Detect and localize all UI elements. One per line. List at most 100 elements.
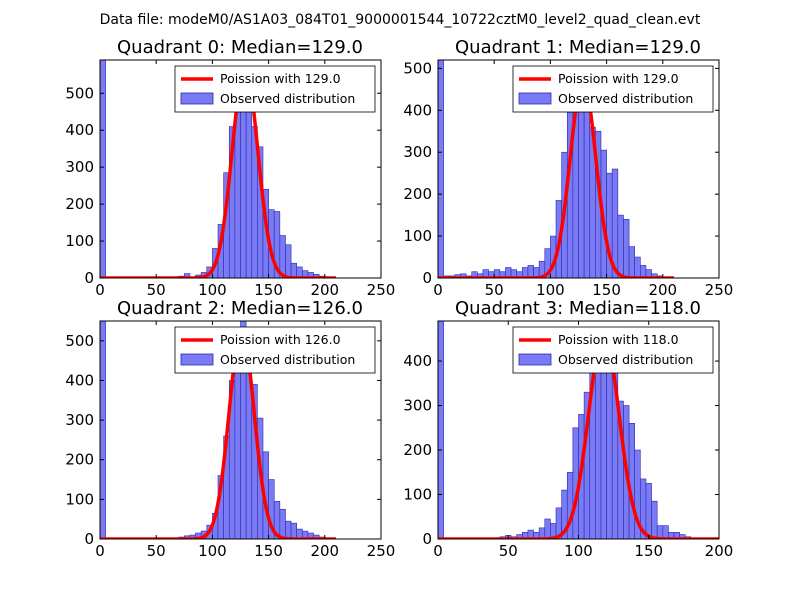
histogram-bar: [234, 107, 241, 278]
x-tick-label: 250: [705, 281, 734, 299]
legend-hist-swatch: [180, 92, 214, 105]
y-tick-label: 300: [403, 143, 432, 161]
histogram-bar: [617, 214, 624, 278]
y-tick-label: 200: [65, 195, 94, 213]
legend-observed-label: Observed distribution: [220, 352, 355, 367]
y-tick-label: 400: [65, 121, 94, 139]
histogram-bar: [606, 347, 613, 539]
y-tick-label: 500: [65, 84, 94, 102]
legend-hist-swatch: [518, 92, 552, 105]
x-tick-label: 0: [433, 281, 443, 299]
y-tick-label: 300: [403, 397, 432, 415]
x-tick-label: 150: [254, 542, 283, 560]
x-tick-label: 200: [310, 542, 339, 560]
y-tick-label: 200: [403, 441, 432, 459]
y-tick-label: 200: [65, 451, 94, 469]
y-tick-label: 100: [403, 486, 432, 504]
panel-title: Quadrant 1: Median=129.0: [455, 37, 701, 58]
histogram-bar: [645, 483, 652, 539]
y-tick-label: 400: [403, 352, 432, 370]
panel-quadrant-0: Quadrant 0: Median=129.0 0 50 100 150 200 250…: [65, 37, 395, 299]
y-tick-label: 100: [65, 232, 94, 250]
legend-hist-swatch: [518, 353, 552, 366]
x-tick-label: 100: [198, 542, 227, 560]
panel-quadrant-1: Quadrant 1: Median=129.0 0 50 100 150 200 250…: [403, 37, 733, 299]
y-tick-label: 300: [65, 411, 94, 429]
x-tick-label: 50: [485, 281, 504, 299]
histogram-bar: [438, 321, 444, 539]
x-tick-label: 50: [147, 281, 166, 299]
histogram-bar: [628, 423, 636, 539]
x-tick-label: 150: [592, 281, 621, 299]
legend-poisson-label: Poission with 129.0: [558, 71, 679, 86]
x-tick-label: 200: [648, 281, 677, 299]
legend: Poission with 129.0 Observed distribution: [512, 65, 714, 113]
x-tick-label: 250: [367, 281, 396, 299]
x-tick-label: 150: [634, 542, 663, 560]
histogram-bar: [290, 262, 297, 278]
legend: Poission with 118.0 Observed distribution: [512, 326, 714, 374]
x-tick-label: 50: [147, 542, 166, 560]
histogram-bar: [100, 321, 106, 539]
x-tick-label: 200: [705, 542, 734, 560]
histogram-bar: [438, 60, 444, 278]
axes-frame: [99, 59, 382, 279]
histogram-bar: [640, 265, 647, 278]
x-tick-label: 100: [198, 281, 227, 299]
x-tick-label: 100: [564, 542, 593, 560]
plot-area: [438, 321, 719, 539]
panel-quadrant-2: Quadrant 2: Median=126.0 0 50 100 150 200 250…: [65, 298, 395, 560]
legend: Poission with 129.0 Observed distribution: [174, 65, 376, 113]
legend-hist-swatch: [180, 353, 214, 366]
y-tick-label: 0: [422, 530, 432, 548]
x-tick-label: 150: [254, 281, 283, 299]
y-tick-label: 200: [403, 185, 432, 203]
x-tick-label: 250: [367, 542, 396, 560]
x-tick-label: 200: [310, 281, 339, 299]
y-tick-label: 500: [65, 332, 94, 350]
histogram-bar: [285, 520, 292, 539]
y-tick-label: 300: [65, 158, 94, 176]
panel-title: Quadrant 0: Median=129.0: [117, 37, 363, 58]
y-tick-label: 500: [403, 59, 432, 77]
axes-frame: [437, 59, 720, 279]
histogram-bar: [651, 500, 658, 539]
histogram-bar: [662, 525, 669, 539]
histogram-bar: [100, 60, 106, 278]
x-tick-label: 0: [433, 542, 443, 560]
axes-frame: [99, 320, 382, 540]
histogram-bar: [285, 244, 292, 278]
legend: Poission with 126.0 Observed distribution: [174, 326, 376, 374]
panel-quadrant-3: Quadrant 3: Median=118.0 0 50 100 150 200 0 10…: [403, 298, 733, 560]
histogram-bar: [184, 273, 191, 278]
panel-title: Quadrant 3: Median=118.0: [455, 298, 701, 319]
y-tick-label: 100: [65, 490, 94, 508]
y-tick-label: 100: [403, 227, 432, 245]
legend-observed-label: Observed distribution: [558, 91, 693, 106]
y-tick-label: 0: [422, 269, 432, 287]
legend-poisson-label: Poission with 126.0: [220, 332, 341, 347]
x-tick-label: 0: [95, 281, 105, 299]
histogram-bar: [634, 256, 641, 278]
y-tick-label: 400: [403, 101, 432, 119]
legend-poisson-label: Poission with 118.0: [558, 332, 679, 347]
histogram-bar: [623, 219, 630, 278]
legend-observed-label: Observed distribution: [558, 352, 693, 367]
histogram-bar: [527, 265, 534, 278]
panel-title: Quadrant 2: Median=126.0: [117, 298, 363, 319]
y-tick-label: 0: [84, 269, 94, 287]
y-tick-label: 0: [84, 530, 94, 548]
histogram-bar: [279, 508, 286, 539]
figure-suptitle: Data file: modeM0/AS1A03_084T01_90000015…: [100, 12, 701, 28]
histogram-bar: [290, 522, 297, 539]
legend-observed-label: Observed distribution: [220, 91, 355, 106]
plot-area: [100, 60, 338, 278]
histogram-bar: [245, 91, 253, 278]
histogram-bar: [628, 246, 636, 278]
histogram-bar: [544, 518, 551, 539]
x-tick-label: 0: [95, 542, 105, 560]
x-tick-label: 50: [499, 542, 518, 560]
legend-poisson-label: Poission with 129.0: [220, 71, 341, 86]
y-tick-label: 400: [65, 371, 94, 389]
